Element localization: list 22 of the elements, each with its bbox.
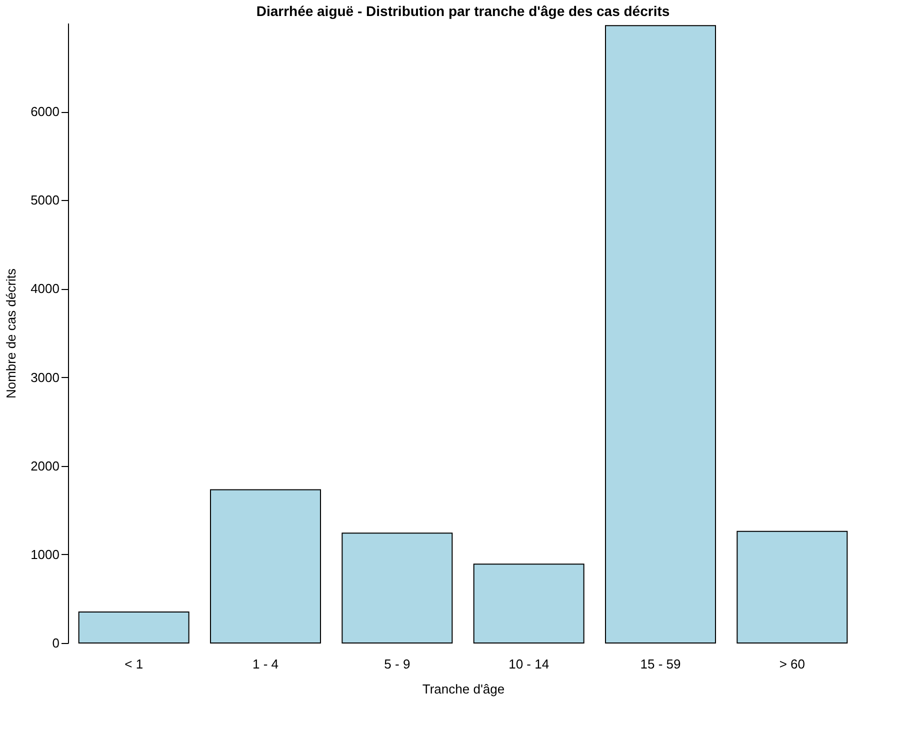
y-tick-label: 0 xyxy=(52,636,60,650)
bar xyxy=(342,532,453,644)
y-tick-label: 2000 xyxy=(30,458,60,474)
x-tick-label: 15 - 59 xyxy=(640,656,681,672)
x-tick-label: > 60 xyxy=(779,656,806,672)
x-axis-title: Tranche d'âge xyxy=(422,682,505,696)
x-tick-label: 1 - 4 xyxy=(252,656,279,672)
y-tick-label: 6000 xyxy=(30,104,60,120)
bar xyxy=(605,25,716,644)
chart-title: Diarrhée aiguë - Distribution par tranche d'âge des cas décrits xyxy=(256,3,670,19)
y-axis-title: Nombre de cas décrits xyxy=(4,268,19,399)
y-tick-label: 3000 xyxy=(30,370,60,385)
y-tick-label: 5000 xyxy=(30,192,60,208)
x-tick-label: 10 - 14 xyxy=(508,656,550,672)
x-tick-label: 5 - 9 xyxy=(384,656,410,672)
x-tick-label: < 1 xyxy=(124,656,144,672)
bar xyxy=(78,612,190,644)
bar xyxy=(473,564,584,644)
y-tick-label: 1000 xyxy=(30,546,60,562)
bar xyxy=(210,489,321,644)
bar xyxy=(736,530,848,644)
y-tick-label: 4000 xyxy=(30,281,60,296)
